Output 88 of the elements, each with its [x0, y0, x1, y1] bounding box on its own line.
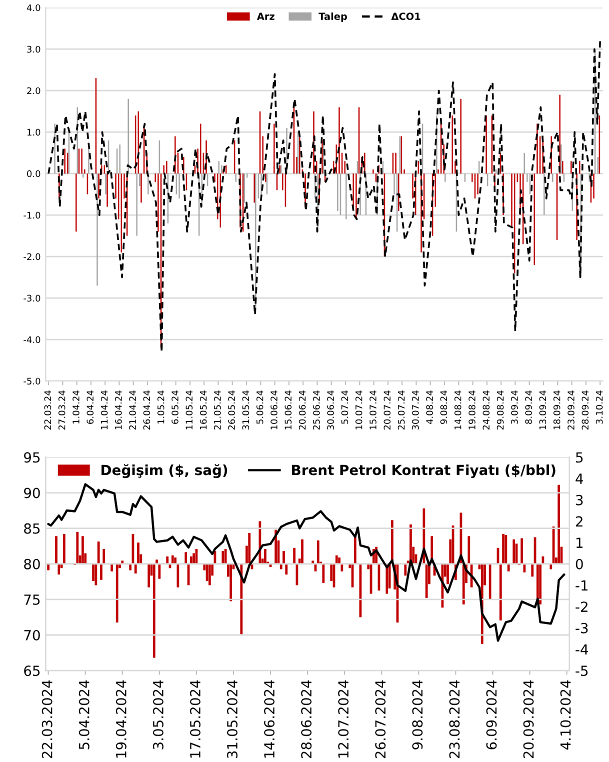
- x-tick-label: 5.07.24: [341, 390, 348, 424]
- x-tick-label: 11.04.24: [100, 390, 108, 430]
- y-tick-label: 1.0: [27, 128, 40, 136]
- x-tick-label: 22.03.24: [44, 390, 52, 430]
- x-tick-label: 17.05.2024: [190, 680, 200, 758]
- x-tick-label: 31.05.2024: [227, 680, 238, 758]
- x-tick-label: 20.06.24: [298, 390, 306, 430]
- x-tick-label: 28.06.2024: [301, 680, 312, 758]
- x-tick-label: 6.04.24: [86, 390, 94, 424]
- x-tick-label: 12.07.2024: [338, 680, 349, 758]
- y-tick-label: 80: [24, 558, 40, 570]
- x-tick-label: 19.08.24: [468, 390, 476, 430]
- y-tick-label: 2.0: [27, 87, 40, 94]
- y2-tick-label: -1: [576, 580, 588, 590]
- y-tick-label: 70: [24, 630, 40, 640]
- x-tick-label: 31.05.24: [242, 390, 250, 430]
- y2-tick-label: 2: [576, 516, 582, 526]
- x-tick-label: 6.09.2024: [486, 680, 497, 750]
- x-tick-label: 3.09.24: [511, 390, 518, 424]
- y2-tick-label: 1: [576, 538, 583, 548]
- x-tick-label: 13.09.24: [539, 390, 546, 430]
- x-tick-label: 28.09.24: [582, 390, 589, 430]
- x-tick-label: 9.08.24: [440, 390, 448, 424]
- x-tick-label: 24.08.24: [482, 390, 490, 430]
- y-tick-label: -3.0: [24, 294, 40, 302]
- x-tick-label: 16.04.24: [115, 390, 122, 430]
- legend-label: Değişim ($, sağ): [102, 464, 228, 478]
- x-tick-label: 27.03.24: [58, 390, 66, 430]
- x-tick-label: 30.07.24: [412, 390, 419, 430]
- legend-label: Brent Petrol Kontrat Fiyatı ($/bbl): [292, 464, 556, 478]
- y-tick-label: 85: [24, 523, 40, 534]
- x-tick-label: 20.09.2024: [523, 680, 534, 758]
- x-tick-label: 14.06.2024: [264, 680, 275, 758]
- x-tick-label: 3.05.2024: [152, 680, 164, 750]
- y2-tick-label: 0: [576, 558, 583, 570]
- x-tick-label: 19.04.2024: [116, 680, 126, 758]
- x-tick-label: 23.09.24: [568, 390, 574, 430]
- y2-tick-label: -5: [576, 666, 588, 676]
- y-tick-label: 90: [24, 488, 40, 498]
- y-tick-label: -4.0: [24, 336, 40, 344]
- x-tick-label: 10.06.24: [270, 390, 278, 430]
- x-tick-label: 21.04.24: [129, 390, 136, 430]
- y-tick-label: 0.0: [27, 170, 40, 178]
- legend-label: Arz: [256, 12, 274, 20]
- y2-tick-label: 5: [576, 452, 583, 463]
- y-tick-label: 4.0: [26, 4, 40, 12]
- y-tick-label: -1.0: [24, 212, 40, 219]
- x-tick-label: 23.08.2024: [449, 680, 460, 758]
- x-tick-label: 4.10.2024: [560, 680, 571, 750]
- x-tick-label: 25.06.24: [313, 390, 320, 430]
- x-tick-label: 5.04.2024: [78, 680, 90, 750]
- legend-label: Talep: [318, 12, 347, 22]
- x-tick-label: 16.05.24: [200, 390, 207, 430]
- x-tick-label: 11.05.24: [186, 390, 193, 430]
- x-tick-label: 5.06.24: [256, 390, 264, 424]
- x-tick-label: 30.06.24: [327, 390, 334, 430]
- x-tick-label: 10.07.24: [355, 390, 362, 430]
- y2-tick-label: -2: [576, 602, 588, 612]
- x-tick-label: 9.08.2024: [412, 680, 423, 750]
- x-tick-label: 4.08.24: [426, 390, 433, 424]
- y-tick-label: 75: [24, 594, 40, 605]
- y2-tick-label: 4: [576, 474, 584, 484]
- x-tick-label: 20.07.24: [384, 390, 391, 430]
- x-tick-label: 8.09.24: [525, 390, 532, 424]
- x-tick-label: 25.07.24: [398, 390, 405, 430]
- y2-tick-label: 3: [576, 494, 583, 506]
- y-tick-label: -2.0: [24, 253, 40, 260]
- y-tick-label: -5.0: [24, 378, 40, 385]
- x-tick-label: 6.05.24: [172, 390, 178, 424]
- y2-tick-label: -3: [576, 622, 588, 634]
- x-tick-label: 18.09.24: [553, 390, 560, 430]
- x-tick-label: 21.05.24: [214, 390, 221, 430]
- y2-tick-label: -4: [576, 644, 588, 654]
- x-tick-label: 15.07.24: [370, 390, 376, 430]
- x-tick-label: 26.04.24: [143, 390, 150, 430]
- y-tick-label: 95: [24, 452, 40, 463]
- x-tick-label: 3.10.24: [596, 390, 603, 424]
- legend-label: ΔCO1: [391, 12, 420, 20]
- x-tick-label: 15.06.24: [284, 390, 292, 430]
- x-tick-label: 1.04.24: [72, 390, 80, 424]
- y-tick-label: 65: [24, 666, 40, 676]
- x-tick-label: 22.03.2024: [42, 680, 52, 758]
- y-tick-label: 3.0: [27, 46, 40, 53]
- x-tick-label: 26.07.2024: [375, 680, 386, 758]
- x-tick-label: 1.05.24: [157, 390, 164, 424]
- x-tick-label: 26.05.24: [228, 390, 235, 430]
- x-tick-label: 29.08.24: [496, 390, 504, 430]
- x-tick-label: 14.08.24: [454, 390, 462, 430]
